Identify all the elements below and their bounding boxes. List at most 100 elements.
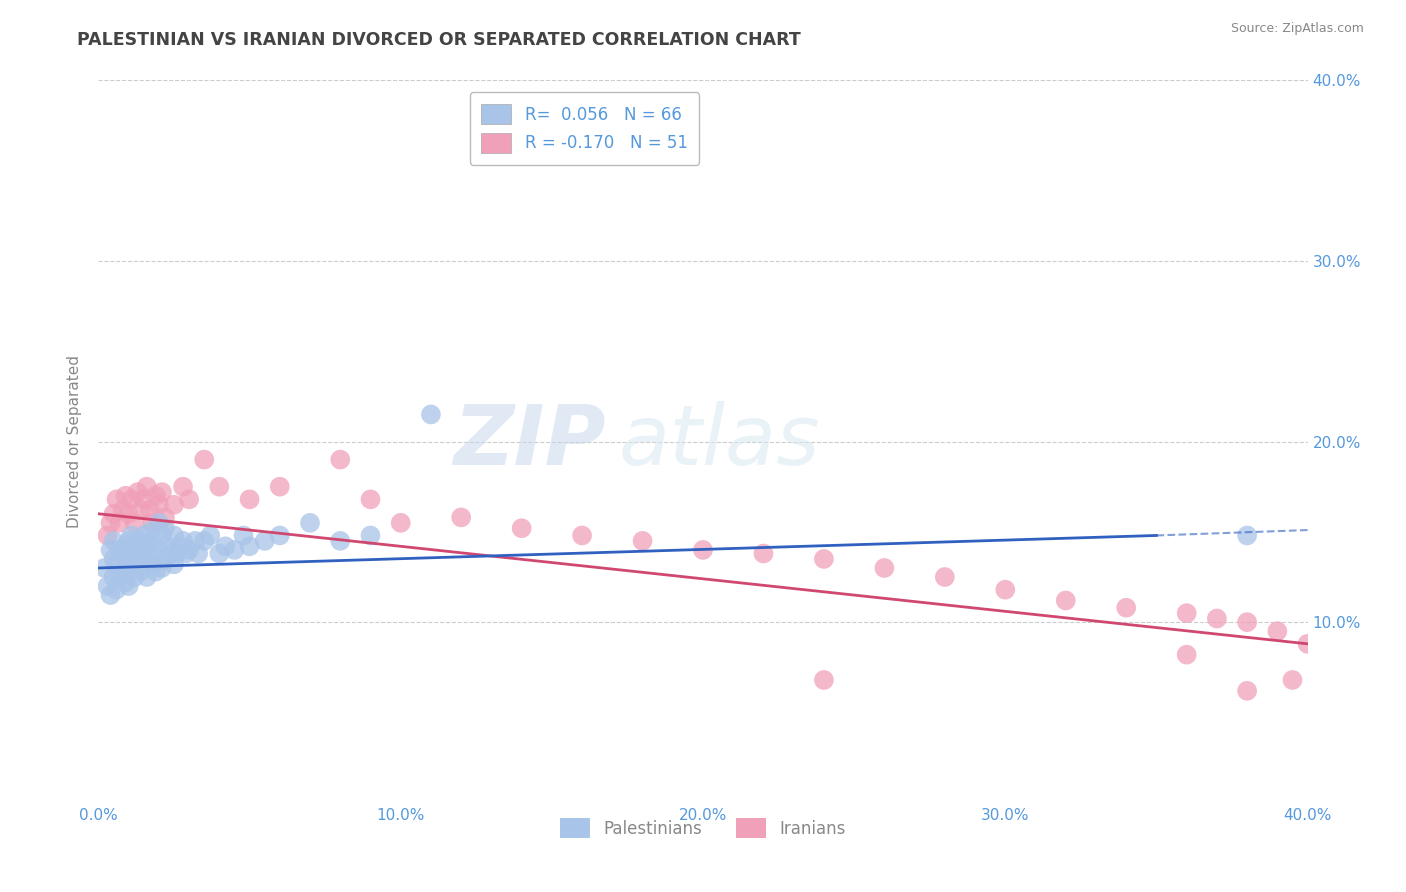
Point bbox=[166, 547, 188, 561]
Point bbox=[193, 533, 215, 548]
Point bbox=[160, 547, 183, 561]
Point bbox=[1281, 673, 1303, 687]
Point bbox=[153, 521, 176, 535]
Point bbox=[148, 516, 170, 530]
Point bbox=[184, 533, 207, 548]
Point bbox=[93, 561, 115, 575]
Point bbox=[1115, 600, 1137, 615]
Point bbox=[1175, 606, 1198, 620]
Point bbox=[108, 570, 131, 584]
Point bbox=[132, 492, 155, 507]
Point bbox=[873, 561, 896, 575]
Point bbox=[200, 528, 222, 542]
Point bbox=[135, 480, 157, 494]
Point bbox=[111, 565, 134, 579]
Point bbox=[253, 533, 276, 548]
Point bbox=[813, 552, 835, 566]
Point bbox=[142, 516, 165, 530]
Point bbox=[124, 547, 146, 561]
Point bbox=[214, 539, 236, 553]
Point bbox=[103, 533, 125, 548]
Point bbox=[1236, 528, 1258, 542]
Point bbox=[124, 570, 146, 584]
Point bbox=[269, 528, 291, 542]
Point bbox=[1236, 683, 1258, 698]
Point bbox=[163, 498, 186, 512]
Point bbox=[329, 452, 352, 467]
Point bbox=[114, 575, 136, 590]
Point bbox=[692, 542, 714, 557]
Text: Source: ZipAtlas.com: Source: ZipAtlas.com bbox=[1230, 22, 1364, 36]
Point bbox=[150, 485, 173, 500]
Point bbox=[103, 570, 125, 584]
Point bbox=[100, 516, 122, 530]
Point bbox=[118, 533, 141, 548]
Point bbox=[239, 539, 262, 553]
Point bbox=[96, 579, 118, 593]
Point bbox=[934, 570, 956, 584]
Point bbox=[1054, 593, 1077, 607]
Point bbox=[127, 558, 149, 572]
Point bbox=[114, 489, 136, 503]
Point bbox=[135, 570, 157, 584]
Point bbox=[105, 558, 128, 572]
Point bbox=[1267, 624, 1289, 639]
Point bbox=[299, 516, 322, 530]
Point bbox=[224, 542, 246, 557]
Point bbox=[148, 498, 170, 512]
Point bbox=[100, 542, 122, 557]
Point bbox=[571, 528, 593, 542]
Point bbox=[105, 492, 128, 507]
Point bbox=[360, 492, 382, 507]
Point bbox=[172, 533, 194, 548]
Point bbox=[239, 492, 262, 507]
Point bbox=[163, 528, 186, 542]
Point bbox=[1236, 615, 1258, 630]
Point bbox=[108, 542, 131, 557]
Point bbox=[1175, 648, 1198, 662]
Point bbox=[111, 547, 134, 561]
Point bbox=[187, 547, 209, 561]
Point bbox=[118, 507, 141, 521]
Point bbox=[150, 528, 173, 542]
Point bbox=[172, 480, 194, 494]
Point bbox=[208, 547, 231, 561]
Point bbox=[105, 582, 128, 597]
Point bbox=[139, 503, 162, 517]
Point bbox=[103, 552, 125, 566]
Point bbox=[135, 539, 157, 553]
Point bbox=[329, 533, 352, 548]
Point bbox=[994, 582, 1017, 597]
Point bbox=[129, 542, 152, 557]
Point bbox=[111, 503, 134, 517]
Point bbox=[193, 452, 215, 467]
Text: PALESTINIAN VS IRANIAN DIVORCED OR SEPARATED CORRELATION CHART: PALESTINIAN VS IRANIAN DIVORCED OR SEPAR… bbox=[77, 31, 801, 49]
Point bbox=[269, 480, 291, 494]
Point bbox=[163, 558, 186, 572]
Point bbox=[752, 547, 775, 561]
Point bbox=[96, 528, 118, 542]
Point bbox=[121, 552, 143, 566]
Point bbox=[121, 492, 143, 507]
Legend: Palestinians, Iranians: Palestinians, Iranians bbox=[554, 812, 852, 845]
Point bbox=[118, 561, 141, 575]
Text: atlas: atlas bbox=[619, 401, 820, 482]
Point bbox=[132, 552, 155, 566]
Point bbox=[145, 565, 167, 579]
Point bbox=[148, 542, 170, 557]
Point bbox=[129, 565, 152, 579]
Point bbox=[103, 507, 125, 521]
Point bbox=[153, 552, 176, 566]
Point bbox=[124, 516, 146, 530]
Point bbox=[232, 528, 254, 542]
Point bbox=[114, 539, 136, 553]
Point bbox=[179, 542, 201, 557]
Point bbox=[179, 492, 201, 507]
Point bbox=[156, 539, 179, 553]
Point bbox=[1296, 637, 1319, 651]
Point bbox=[129, 503, 152, 517]
Y-axis label: Divorced or Separated: Divorced or Separated bbox=[67, 355, 83, 528]
Point bbox=[631, 533, 654, 548]
Point bbox=[118, 579, 141, 593]
Point bbox=[813, 673, 835, 687]
